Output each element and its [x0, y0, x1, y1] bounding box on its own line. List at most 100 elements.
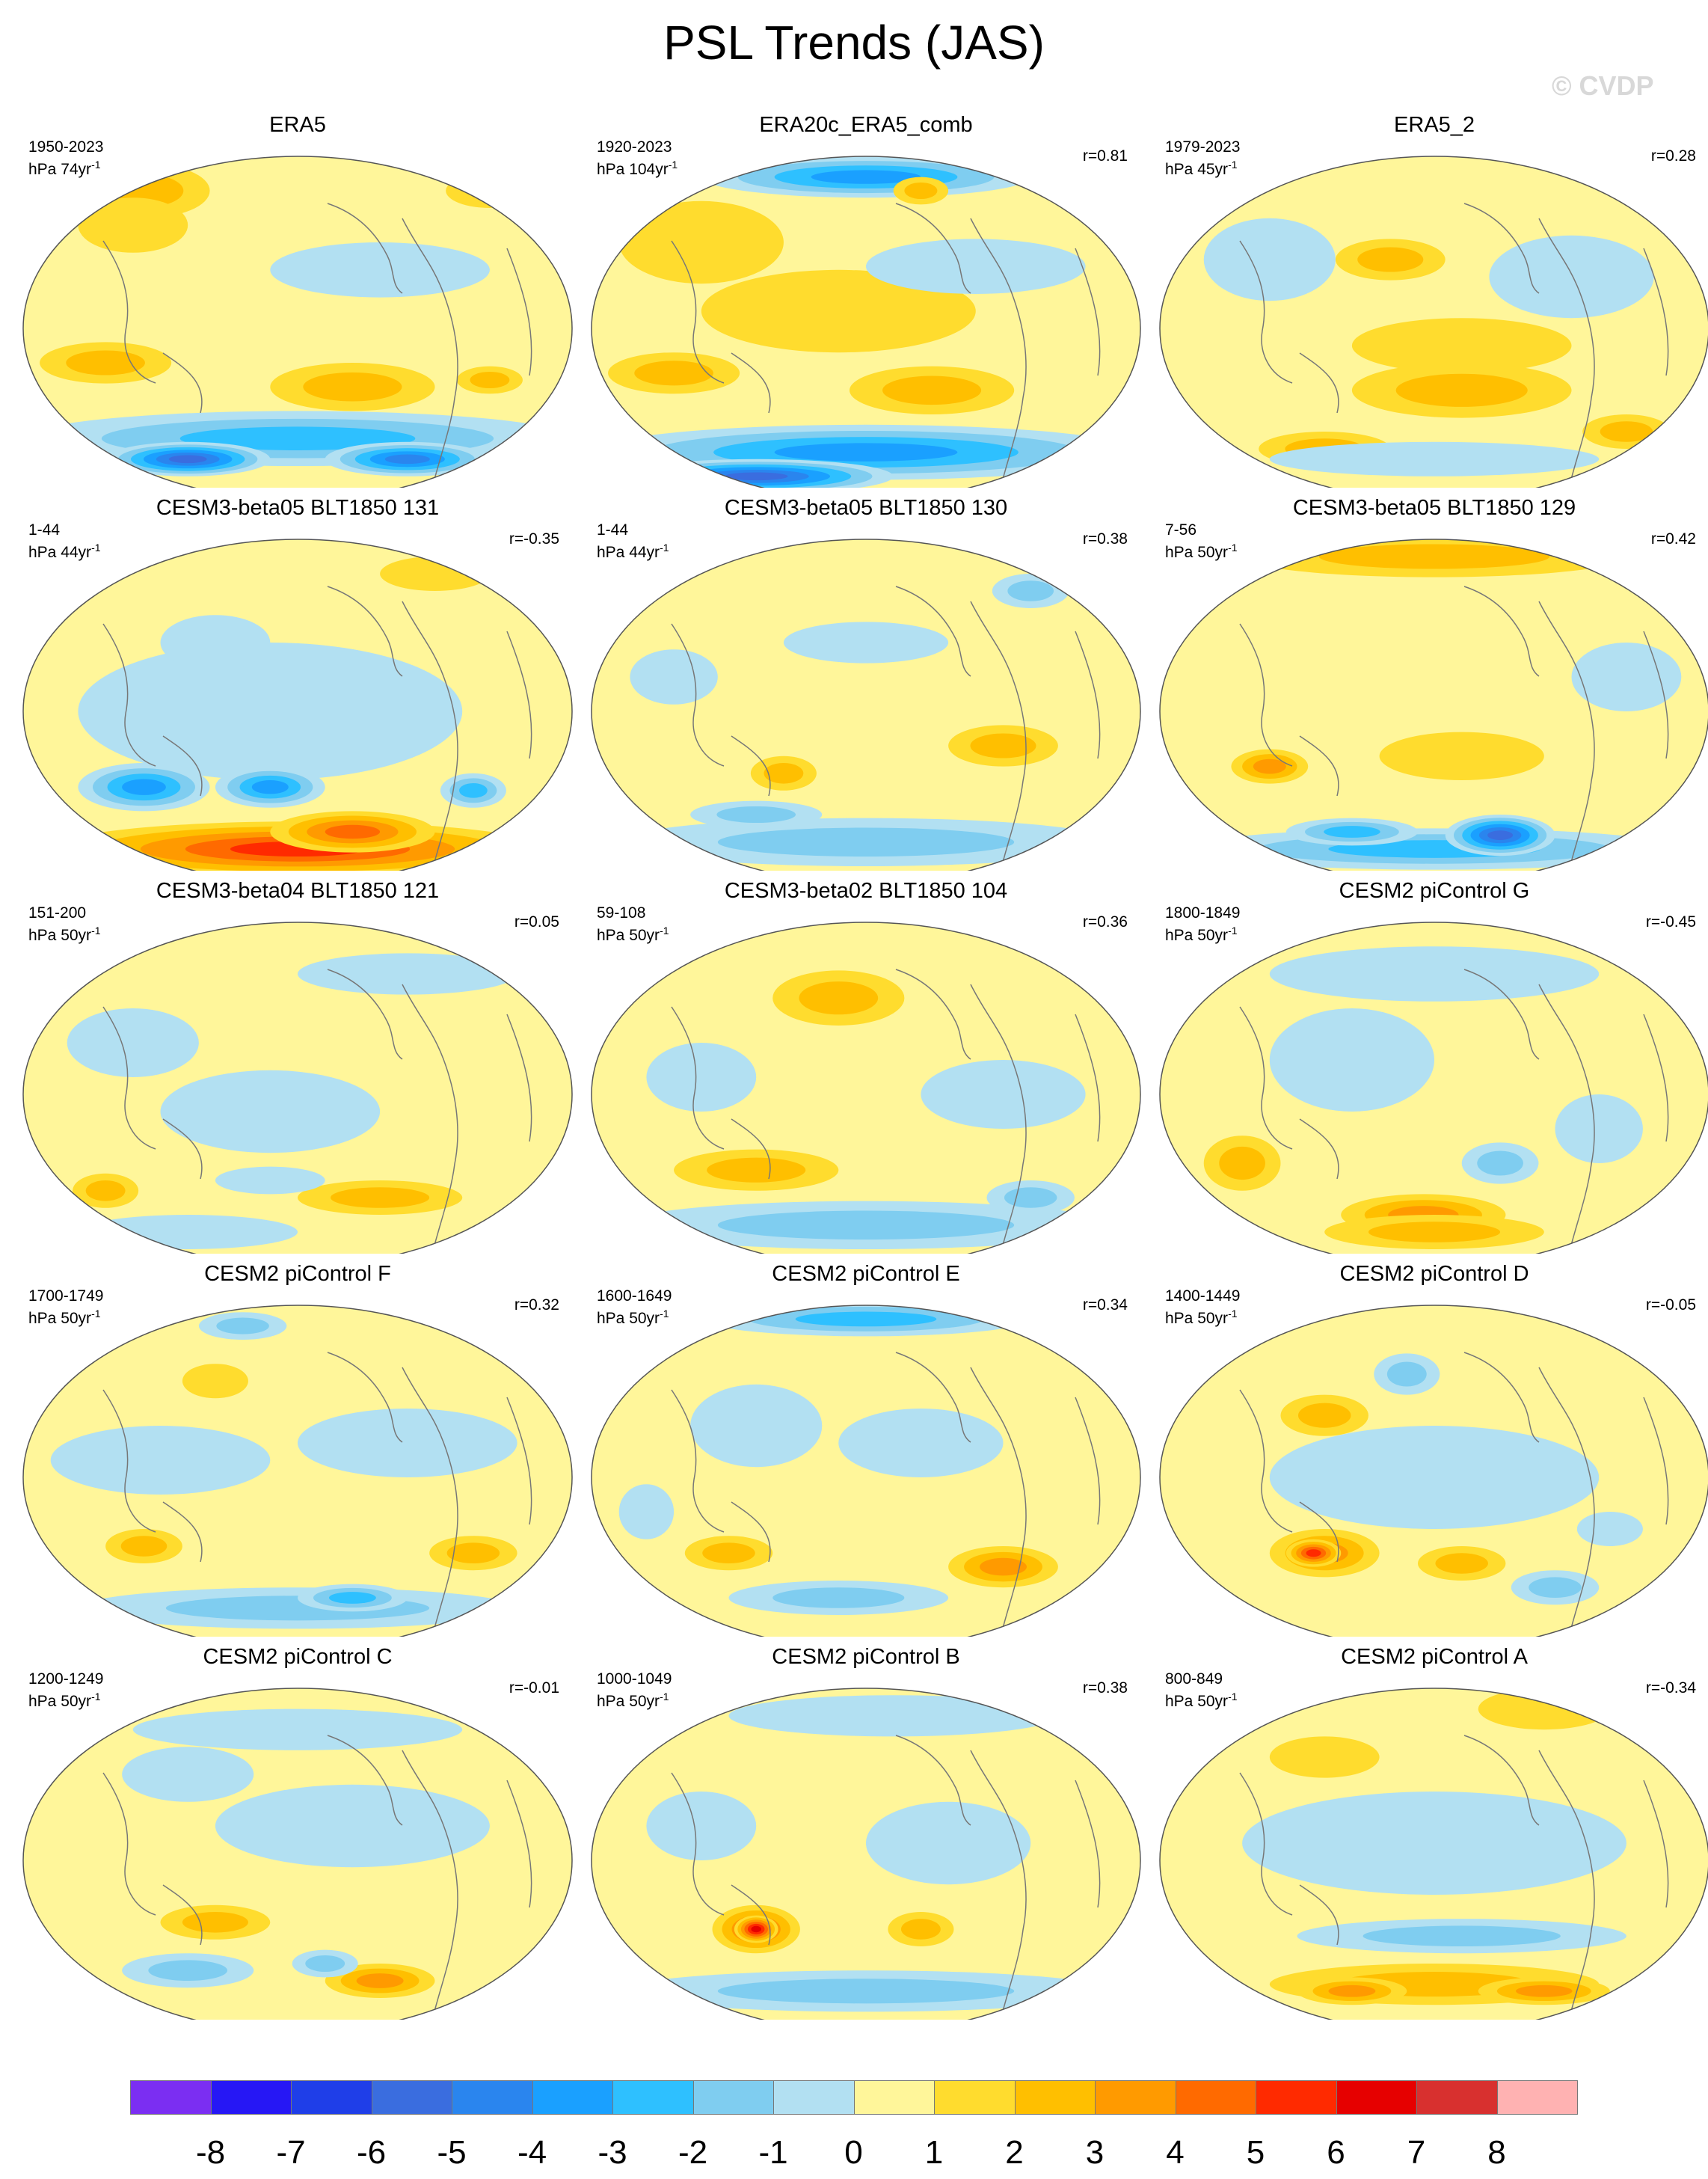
contour-region	[707, 1157, 806, 1183]
colorbar-tick-label: -4	[517, 2134, 547, 2171]
contour-region	[298, 953, 517, 995]
contour-region	[1269, 441, 1600, 476]
map-border	[591, 1305, 1141, 1637]
map-panel: CESM3-beta02 BLT1850 104 59-108 hPa 50yr-1…	[582, 879, 1150, 1254]
map-plot	[1159, 1688, 1708, 2020]
pattern-correlation: r=0.34	[1082, 1296, 1128, 1314]
period-label: 151-200	[28, 904, 87, 922]
map-panel: ERA5 1950-2023 hPa 74yr-1	[13, 113, 582, 488]
colorbar-tick-label: 0	[844, 2134, 863, 2171]
map-panel: CESM3-beta05 BLT1850 131 1-44 hPa 44yr-1 r=…	[13, 496, 582, 871]
units-label: hPa 50yr-1	[597, 922, 669, 945]
period-label: 1950-2023	[28, 138, 104, 156]
coastline	[402, 1367, 458, 1637]
contour-region	[1363, 1925, 1561, 1946]
coastline	[327, 586, 403, 677]
panel-title: CESM3-beta05 BLT1850 129	[1292, 496, 1576, 520]
panel-title: CESM3-beta04 BLT1850 121	[156, 879, 440, 903]
contour-region	[459, 782, 488, 798]
coastline	[162, 735, 203, 797]
coastline	[1463, 1352, 1540, 1443]
contour-region	[701, 269, 976, 353]
map-plot	[591, 156, 1141, 488]
coastline	[895, 203, 971, 294]
figure-title: PSL Trends (JAS)	[663, 16, 1045, 70]
coastline	[102, 1389, 156, 1533]
contour-region	[751, 1925, 761, 1933]
period-label: 59-108	[597, 904, 646, 922]
contour-region	[356, 1973, 404, 1988]
colorbar-swatch	[452, 2080, 533, 2115]
contour-region	[795, 1311, 937, 1327]
colorbar-swatch	[1416, 2080, 1498, 2115]
contour-region	[1253, 758, 1286, 774]
contour-region	[970, 733, 1036, 758]
map-border	[591, 156, 1141, 488]
map-panel: CESM3-beta05 BLT1850 129 7-56 hPa 50yr-1 r=…	[1150, 496, 1708, 871]
colorbar-tick-label: 4	[1166, 2134, 1185, 2171]
colorbar-tick-label: -3	[598, 2134, 627, 2171]
coastline	[506, 631, 532, 759]
contour-region	[690, 1384, 823, 1468]
coastline	[506, 1397, 532, 1525]
contour-region	[120, 1536, 168, 1557]
contour-region	[1489, 235, 1654, 319]
contour-region	[900, 1919, 941, 1940]
map-border	[22, 1688, 573, 2020]
contour-region	[182, 1912, 248, 1933]
contour-region	[1435, 1553, 1488, 1574]
coastline	[731, 1501, 771, 1563]
coastline	[970, 984, 1027, 1254]
pattern-correlation: r=0.28	[1650, 147, 1696, 165]
map-plot	[1159, 922, 1708, 1254]
coastline	[970, 218, 1027, 488]
period-label: 1920-2023	[597, 138, 672, 156]
colorbar-tick-label: -8	[195, 2134, 226, 2171]
coastline	[970, 1750, 1027, 2020]
coastline	[895, 969, 971, 1060]
contour-region	[215, 1166, 325, 1195]
map-border	[1159, 156, 1708, 488]
coastline	[1239, 240, 1293, 384]
colorbar-tick-label: -2	[678, 2134, 708, 2171]
contour-region	[331, 1187, 430, 1208]
colorbar-swatch	[1014, 2080, 1096, 2115]
panel-title: CESM2 piControl G	[1339, 879, 1530, 903]
map-border	[1159, 539, 1708, 871]
contour-region	[305, 1955, 345, 1973]
coastline	[671, 623, 725, 767]
coastline	[671, 1006, 725, 1150]
coastline	[731, 352, 771, 414]
contour-region	[764, 763, 804, 784]
contour-region	[122, 1747, 254, 1802]
contour-region	[50, 1426, 271, 1495]
map-plot	[591, 1305, 1141, 1637]
panel-title: ERA5	[269, 113, 326, 137]
period-label: 1600-1649	[597, 1287, 672, 1305]
units-exponent: -1	[91, 925, 101, 937]
coastline	[162, 1884, 203, 1946]
pattern-correlation: r=0.36	[1082, 913, 1128, 931]
contour-region	[1395, 373, 1528, 407]
contour-region	[1328, 1985, 1376, 1997]
units-base: hPa 50yr	[1165, 927, 1229, 944]
coastline	[1643, 1397, 1669, 1525]
contour-region	[1269, 1736, 1380, 1778]
contour-region	[67, 1008, 199, 1077]
contour-region	[1529, 1577, 1582, 1598]
contour-region	[717, 827, 1015, 857]
coastline	[102, 1006, 156, 1150]
panel-title: CESM3-beta02 BLT1850 104	[724, 879, 1008, 903]
pattern-correlation: r=-0.35	[509, 530, 559, 548]
contour-region	[148, 1960, 228, 1981]
units-base: hPa 45yr	[1165, 161, 1229, 178]
contour-region	[1351, 318, 1572, 373]
units-label: hPa 50yr-1	[1165, 1305, 1238, 1328]
colorbar-tick-label: -7	[276, 2134, 306, 2171]
map-panel: CESM2 piControl F 1700-1749 hPa 50yr-1 r=0.…	[13, 1262, 582, 1637]
contour-region	[783, 622, 949, 663]
map-border	[22, 922, 573, 1254]
contour-region	[1357, 247, 1424, 272]
contour-region	[774, 443, 958, 462]
coastline	[1299, 1501, 1339, 1563]
